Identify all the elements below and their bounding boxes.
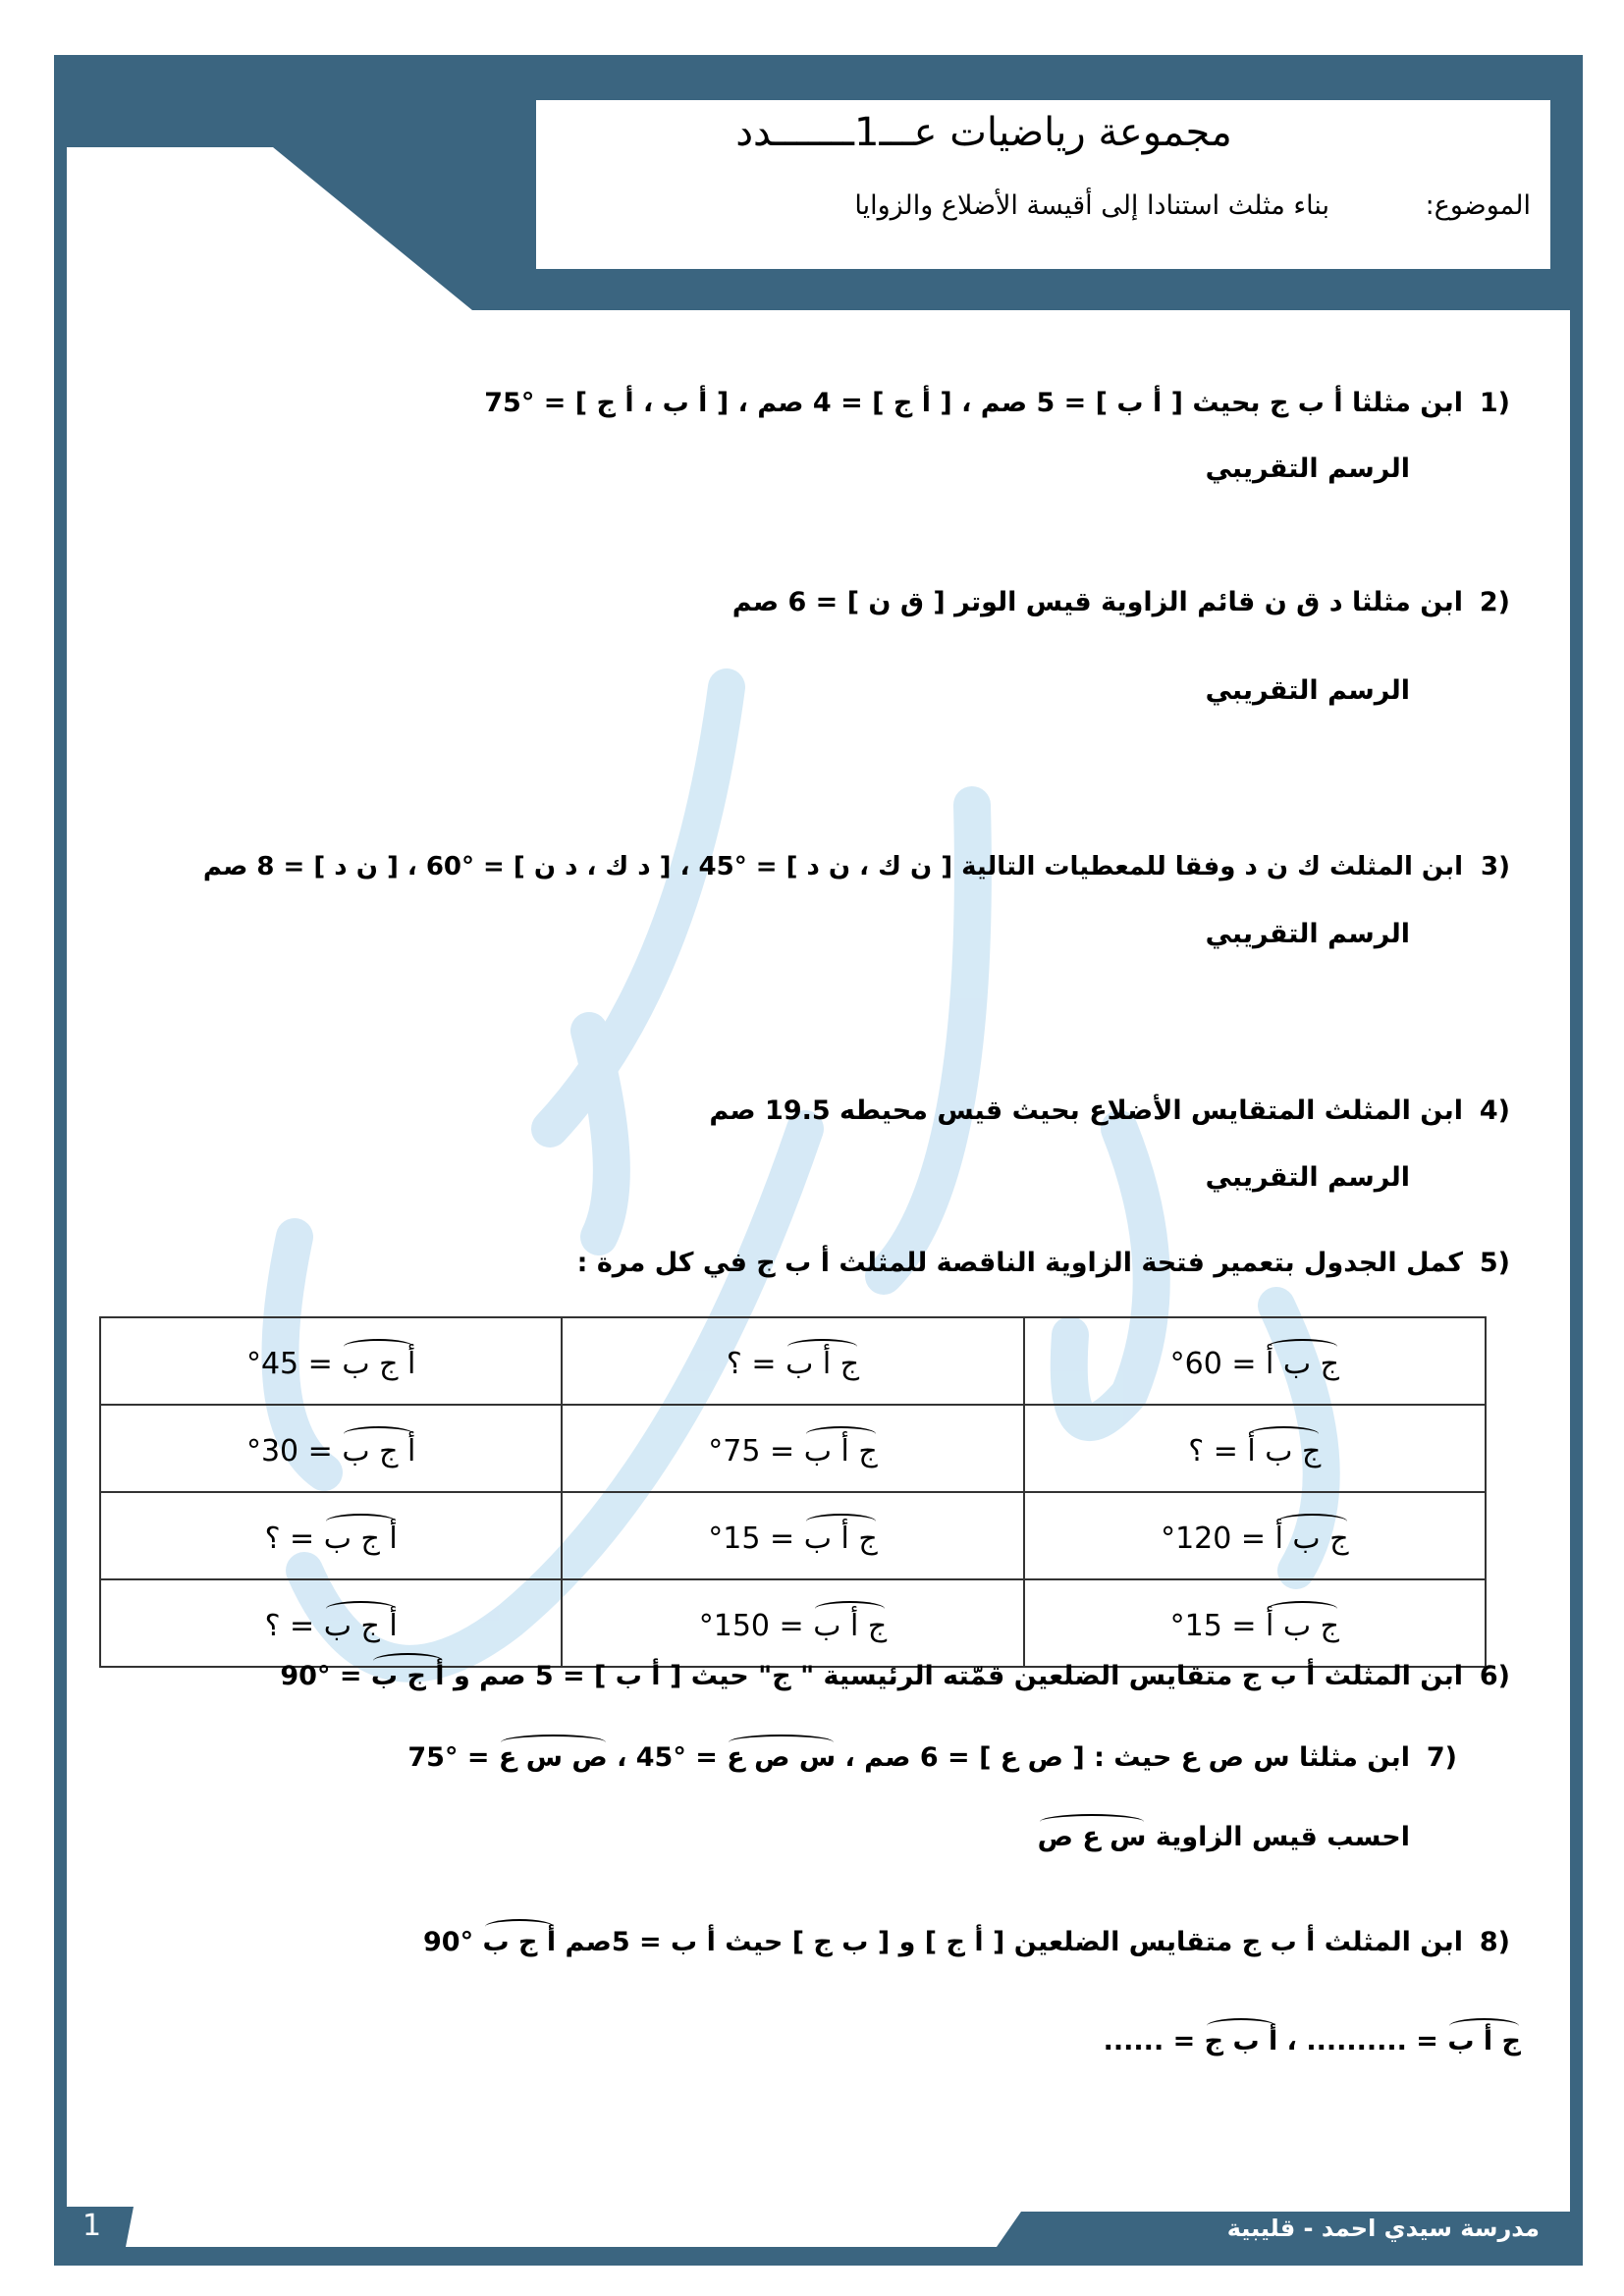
question-number: 2) [1479,587,1510,617]
angle-notation: أ ب ج [1204,2018,1278,2056]
table-cell: ج ب أ = °60 [1022,1316,1488,1406]
angle-value: = °15 [708,1521,804,1556]
answer-blank: = ...... [1103,2026,1205,2056]
table-row: ج ب أ = °15 ج أ ب = °150 أ ج ب = ؟ [98,1578,1488,1668]
question-8-answer-line: ج أ ب = .......... ، أ ب ج = ...... [1103,2018,1521,2056]
header-box [536,100,1550,269]
question-6: 6) ابن المثلث أ ب ج متقايس الضلعين قمّته … [280,1653,1510,1691]
subject-label: الموضوع: [1425,190,1531,221]
question-text: ابن المثلث ك ن د وفقا للمعطيات التالية [… [202,852,1463,881]
page-title: مجموعة رياضيات عـــ1ـــــــدد [735,110,1232,155]
question-text: = °45 ، [607,1742,728,1773]
table-cell: ج أ ب = °150 [561,1578,1025,1668]
question-text: ابن مثلثا د ق ن قائم الزاوية قيس الوتر [… [731,587,1463,617]
sketch-label-4: الرسم التقريبي [1205,1162,1410,1193]
question-2: 2) ابن مثلثا د ق ن قائم الزاوية قيس الوتر… [731,587,1510,617]
angle-value: = °15 [1169,1608,1267,1643]
table-cell: ج ب أ = ؟ [1022,1404,1488,1493]
angle-notation: أ ج ب [342,1425,416,1468]
angle-value: = ؟ [1188,1433,1248,1468]
question-text: كمل الجدول بتعمير فتحة الزاوية الناقصة ل… [576,1248,1463,1278]
question-number: 1) [1479,388,1510,418]
angle-value: = °150 [698,1608,814,1643]
table-cell: أ ج ب = ؟ [98,1578,564,1668]
question-number: 5) [1479,1248,1510,1278]
question-5: 5) كمل الجدول بتعمير فتحة الزاوية الناقصة… [576,1248,1510,1278]
task-text: احسب قيس الزاوية [1146,1822,1410,1852]
table-cell: ج ب أ = °120 [1022,1491,1488,1580]
table-cell: ج ب أ = °15 [1022,1578,1488,1668]
angle-value: = °120 [1161,1521,1275,1556]
table-row: ج ب أ = °120 ج أ ب = °15 أ ج ب = ؟ [98,1491,1488,1580]
angle-notation: أ ج ب [323,1600,398,1643]
angle-notation: ج أ ب [803,1513,878,1556]
question-7-task: احسب قيس الزاوية س ع ص [1037,1814,1410,1852]
question-text: = °75 [407,1742,499,1773]
question-text: ابن المثلث أ ب ج متقايس الضلعين [ أ ج ] … [556,1927,1463,1957]
question-text: °90 [423,1927,483,1957]
angle-value: = °75 [708,1433,804,1468]
question-3: 3) ابن المثلث ك ن د وفقا للمعطيات التالية… [202,852,1510,881]
question-text: ابن المثلث المتقايس الأضلاع بحيث قيس محي… [709,1095,1463,1126]
angle-notation: س ع ص [1037,1814,1147,1852]
table-cell: أ ج ب = °45 [98,1316,564,1406]
angle-value: = °60 [1169,1346,1267,1381]
angle-notation: ج ب أ [1266,1338,1340,1381]
angle-notation: ج ب أ [1274,1513,1349,1556]
table-cell: أ ج ب = ؟ [98,1491,564,1580]
angle-notation: أ ج ب [370,1653,445,1691]
angles-table: ج ب أ = °60 ج أ ب = ؟ أ ج ب = °45 ج ب أ = ؟… [98,1316,1488,1668]
table-row: ج ب أ = °60 ج أ ب = ؟ أ ج ب = °45 [98,1316,1488,1406]
question-4: 4) ابن المثلث المتقايس الأضلاع بحيث قيس م… [709,1095,1510,1126]
table-cell: ج أ ب = °15 [561,1491,1025,1580]
question-text: ابن مثلثا أ ب ج بحيث [ أ ب ] = 5 صم ، [ … [484,388,1463,418]
angle-notation: ص س ع [498,1735,608,1773]
sketch-label-2: الرسم التقريبي [1205,675,1410,706]
angle-notation: ج أ ب [1447,2018,1521,2056]
question-number: 7) [1426,1742,1457,1773]
footer-school-name: مدرسة سيدي احمد - قليبية [1226,2215,1540,2242]
question-number: 8) [1479,1927,1510,1957]
question-text: = °90 [280,1661,371,1691]
question-number: 4) [1479,1095,1510,1126]
table-cell: ج أ ب = °75 [561,1404,1025,1493]
answer-blank: = .......... ، [1277,2026,1448,2056]
angle-notation: ج ب أ [1266,1600,1340,1643]
angle-notation: ج ب أ [1247,1425,1322,1468]
table-cell: ج أ ب = ؟ [561,1316,1025,1406]
angle-value: = °45 [245,1346,343,1381]
angle-value: = ؟ [264,1608,324,1643]
subject-text: بناء مثلث استنادا إلى أقيسة الأضلاع والز… [854,190,1329,221]
angle-notation: س ص ع [727,1735,837,1773]
angle-value: = ؟ [726,1346,786,1381]
angle-notation: ج أ ب [785,1338,860,1381]
sketch-label-1: الرسم التقريبي [1205,454,1410,484]
question-7: 7) ابن مثلثا س ص ع حيث : [ ص ع ] = 6 صم ،… [407,1735,1457,1773]
question-text: ابن مثلثا س ص ع حيث : [ ص ع ] = 6 صم ، [836,1742,1411,1773]
question-number: 6) [1479,1661,1510,1691]
question-text: ابن المثلث أ ب ج متقايس الضلعين قمّته ال… [444,1661,1463,1691]
angle-value: = °30 [245,1433,343,1468]
table-cell: أ ج ب = °30 [98,1404,564,1493]
question-8: 8) ابن المثلث أ ب ج متقايس الضلعين [ أ ج … [423,1919,1510,1957]
angle-notation: أ ج ب [482,1919,557,1957]
angle-notation: ج أ ب [803,1425,878,1468]
question-number: 3) [1481,852,1510,881]
angle-notation: أ ج ب [323,1513,398,1556]
angle-notation: ج أ ب [813,1600,888,1643]
question-1: 1) ابن مثلثا أ ب ج بحيث [ أ ب ] = 5 صم ، … [484,388,1510,418]
angle-value: = ؟ [264,1521,324,1556]
page-number: 1 [82,2209,102,2243]
table-row: ج ب أ = ؟ ج أ ب = °75 أ ج ب = °30 [98,1404,1488,1493]
sketch-label-3: الرسم التقريبي [1205,919,1410,949]
angle-notation: أ ج ب [342,1338,416,1381]
